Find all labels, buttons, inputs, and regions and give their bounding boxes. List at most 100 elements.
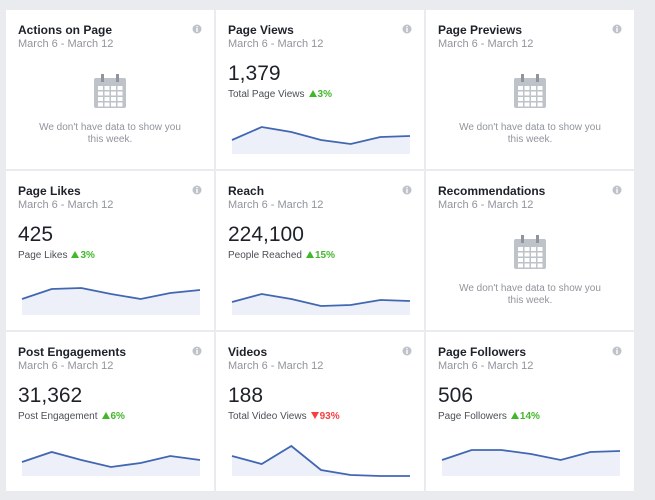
info-glyph	[406, 28, 408, 32]
info-dot	[406, 348, 408, 350]
info-glyph	[406, 350, 408, 354]
cal-cell	[531, 102, 536, 107]
cal-cell	[524, 102, 530, 107]
cal-ring	[101, 74, 104, 82]
cal-cell	[98, 97, 103, 101]
sparkline-area	[22, 452, 200, 476]
arrow	[101, 412, 110, 419]
metric-label: Total Video Views	[228, 411, 307, 422]
empty-message: We don't have data to show you this week…	[459, 283, 601, 306]
metric-label-row: Page Followers 14%	[438, 411, 540, 422]
card-title: Recommendations	[438, 184, 546, 198]
arrow	[71, 251, 80, 258]
info-icon	[402, 185, 412, 195]
date-range: March 6 - March 12	[438, 38, 534, 50]
arrow	[308, 90, 317, 97]
date-range: March 6 - March 12	[228, 199, 324, 211]
cal-cell	[518, 252, 523, 257]
sparkline	[21, 451, 201, 476]
change-arrow	[101, 412, 110, 419]
cal-cell	[518, 91, 523, 96]
change-arrow	[305, 251, 314, 258]
info-icon	[192, 346, 202, 356]
date-range: March 6 - March 12	[228, 38, 324, 50]
info-icon	[192, 185, 202, 195]
metric-label: Post Engagement	[18, 411, 98, 422]
cal-cell	[117, 97, 123, 101]
metric-label: People Reached	[228, 250, 302, 261]
change: 93%	[307, 411, 340, 422]
date-range: March 6 - March 12	[438, 199, 534, 211]
info-glyph	[406, 189, 408, 193]
info-icon	[612, 24, 622, 34]
cal-cell	[104, 86, 110, 90]
cal-cell	[537, 252, 543, 257]
cal-cell	[537, 247, 543, 251]
date-range: March 6 - March 12	[18, 38, 114, 50]
cal-cell	[524, 91, 530, 96]
insight-card: Page Previews March 6 - March 12 We don't …	[426, 10, 634, 169]
info-dot	[616, 26, 618, 28]
cal-cell	[531, 91, 536, 96]
metric-value: 188	[228, 384, 264, 407]
insight-card: Post Engagements March 6 - March 12 31,362…	[6, 332, 214, 491]
cal-cell	[531, 247, 536, 251]
sparkline	[231, 126, 411, 154]
change: 3%	[67, 250, 95, 261]
info-icon	[612, 185, 622, 195]
cal-cell	[531, 263, 536, 268]
cal-cell	[117, 102, 123, 107]
cal-cell	[524, 252, 530, 257]
arrow	[305, 251, 314, 258]
date-range: March 6 - March 12	[18, 199, 114, 211]
sparkline	[441, 449, 621, 476]
cal-cell	[537, 86, 543, 90]
sparkline-line	[21, 287, 201, 300]
empty-message: We don't have data to show you this week…	[459, 122, 601, 145]
info-icon	[612, 346, 622, 356]
cal-cell	[531, 86, 536, 90]
metric-value: 506	[438, 384, 474, 407]
cal-cell	[111, 86, 116, 90]
cal-cell	[518, 97, 523, 101]
card-title: Page Likes	[18, 184, 81, 198]
cal-cell	[98, 102, 103, 107]
info-dot	[196, 187, 198, 189]
info-dot	[616, 348, 618, 350]
cal-cell	[524, 97, 530, 101]
info-icon	[402, 346, 412, 356]
cal-cell	[524, 247, 530, 251]
cal-ring	[521, 235, 524, 243]
metric-label-row: Post Engagement 6%	[18, 411, 125, 422]
cal-ring	[536, 235, 539, 243]
sparkline-area	[232, 294, 410, 315]
change-value: 3%	[317, 89, 332, 100]
cal-cell	[524, 86, 530, 90]
sparkline-line	[441, 449, 621, 461]
insight-card: Page Followers March 6 - March 12 506 Page …	[426, 332, 634, 491]
metric-value: 31,362	[18, 384, 83, 407]
cal-cell	[111, 91, 116, 96]
card-title: Actions on Page	[18, 23, 113, 37]
insight-card: Videos March 6 - March 12 188 Total Video V…	[216, 332, 424, 491]
info-glyph	[616, 189, 618, 193]
change-value: 6%	[110, 411, 125, 422]
arrow	[310, 412, 319, 419]
info-icon	[192, 24, 202, 34]
info-glyph	[196, 28, 198, 32]
info-dot	[406, 187, 408, 189]
cal-cell	[111, 97, 116, 101]
sparkline	[231, 444, 410, 477]
sparkline-line	[231, 444, 410, 477]
info-glyph	[196, 350, 198, 354]
cal-cell	[111, 102, 116, 107]
insight-card: Page Likes March 6 - March 12 425 Page Like…	[6, 171, 214, 330]
metric-value: 224,100	[228, 223, 304, 246]
date-range: March 6 - March 12	[438, 360, 534, 372]
cal-cell	[537, 91, 543, 96]
card-title: Post Engagements	[18, 345, 127, 359]
calendar-icon	[94, 74, 126, 108]
insight-card: Recommendations March 6 - March 12 We don'…	[426, 171, 634, 330]
cal-cell	[531, 97, 536, 101]
